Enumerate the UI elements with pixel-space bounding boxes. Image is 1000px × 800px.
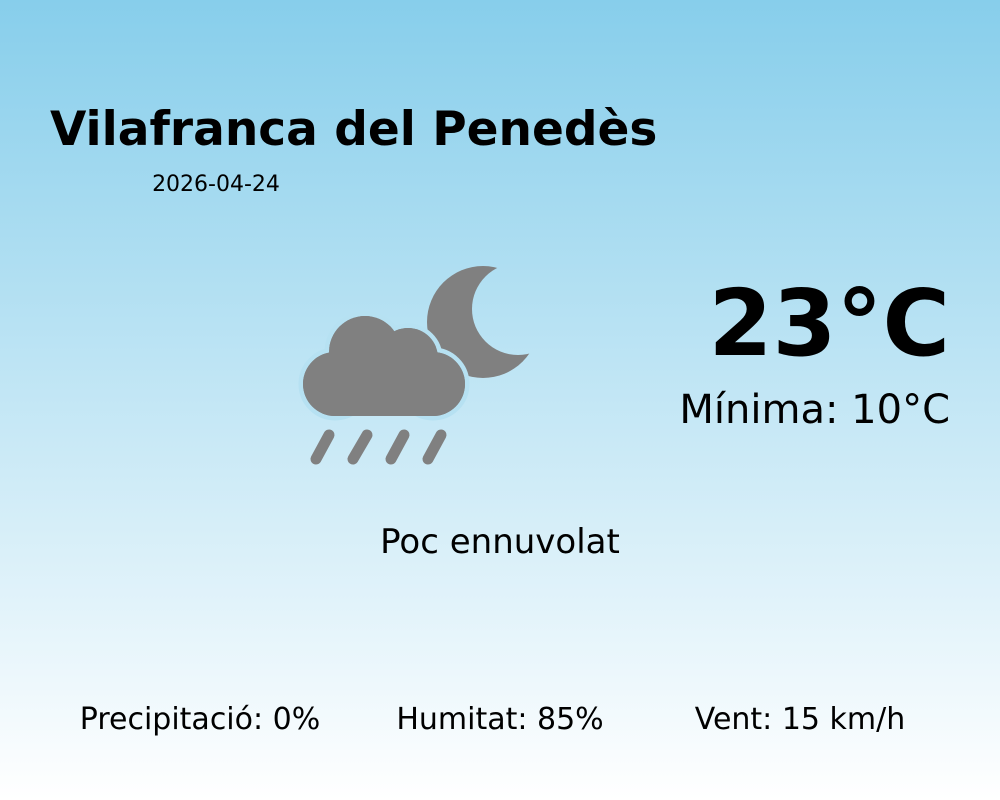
weather-condition: Poc ennuvolat: [380, 522, 620, 562]
forecast-date: 2026-04-24: [152, 172, 280, 197]
wind-stat: Vent: 15 km/h: [694, 702, 906, 737]
current-temperature: 23°C: [708, 270, 950, 377]
humidity-stat: Humitat: 85%: [396, 702, 604, 737]
precipitation-stat: Precipitació: 0%: [79, 702, 321, 737]
location-title: Vilafranca del Penedès: [50, 102, 658, 157]
moon-shape: [427, 266, 539, 378]
minimum-temperature: Mínima: 10°C: [679, 387, 950, 433]
rain-drops: [310, 429, 447, 465]
